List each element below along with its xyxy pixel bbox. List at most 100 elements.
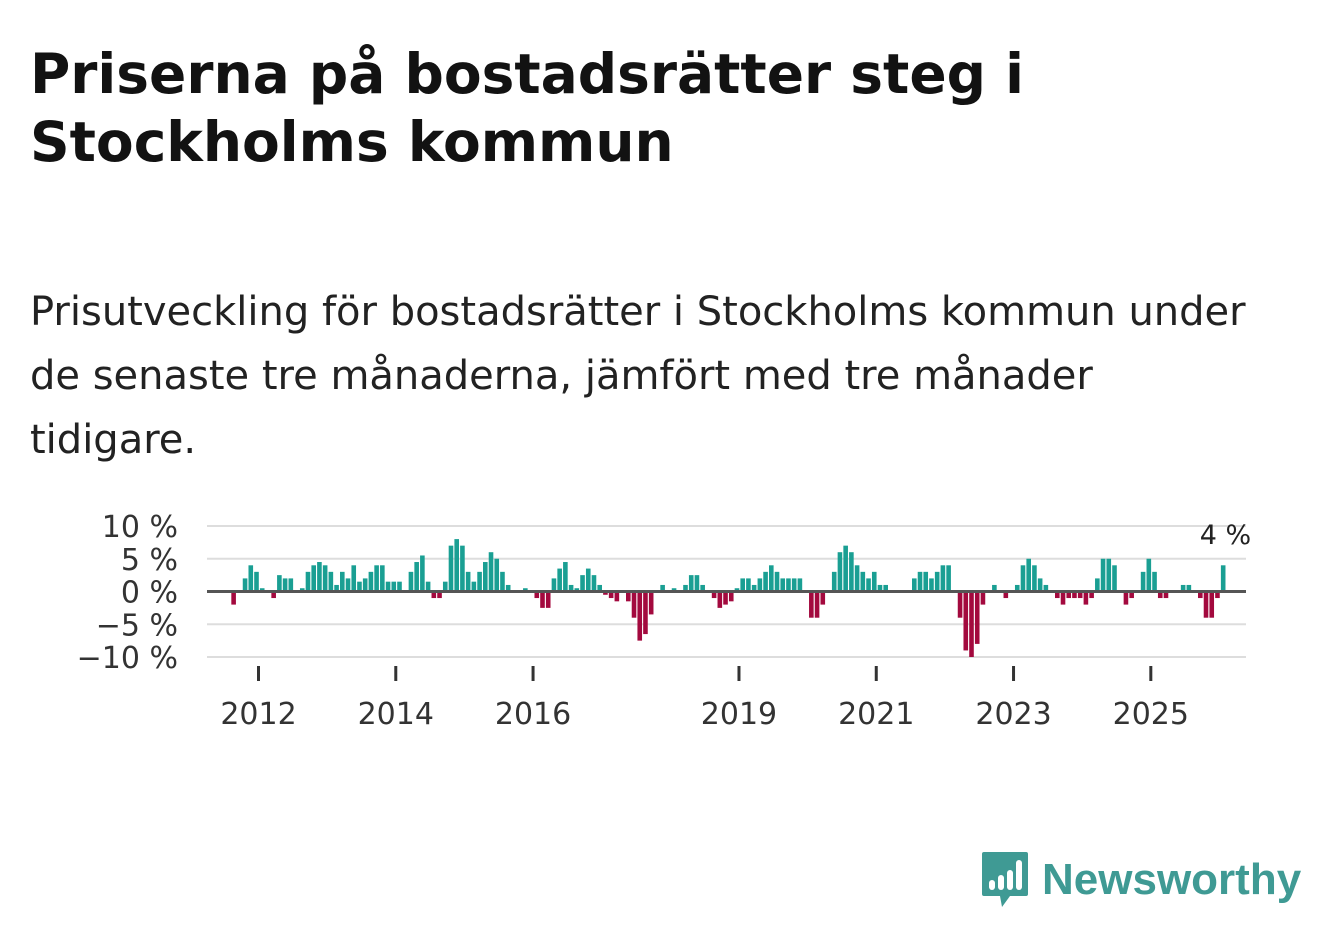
newsworthy-logo-icon [982,852,1028,907]
bar [523,588,528,592]
bar [734,588,740,592]
grid-lines [207,525,1246,658]
annotations: 4 % [1200,520,1251,551]
bar [460,545,465,592]
bar [1072,591,1077,599]
last-value-label: 4 % [1200,520,1251,551]
bar [1003,591,1009,599]
bar [334,584,339,592]
bar [1077,591,1083,599]
bar [1198,591,1203,599]
bar [791,578,797,592]
bar [505,584,511,592]
bar [494,558,500,592]
chart-subtitle: Prisutveckling för bostadsrätter i Stock… [30,289,1246,463]
bar [866,578,871,592]
bar [683,584,688,592]
bar [757,578,763,592]
bar [534,591,540,599]
bar [1043,584,1049,592]
bar [437,591,442,599]
bar [574,588,580,592]
bar [648,591,654,615]
bar [1157,591,1163,599]
bar [923,571,929,592]
bar [477,571,482,592]
bar [254,571,259,592]
bar [551,578,557,592]
bar [631,591,637,618]
bar [540,591,545,608]
bar [871,571,877,592]
bar [471,581,477,592]
bar [357,581,362,592]
bar [728,591,734,602]
bar [391,581,397,592]
bar [637,591,643,641]
bar [277,575,282,592]
bar [1095,578,1100,592]
bar [345,578,351,592]
bar [974,591,980,644]
bar [751,584,757,592]
bar [831,571,837,592]
bar [763,571,768,592]
x-tick-label: 2023 [975,697,1051,732]
bar [545,591,551,608]
chart-title: Priserna på bostadsrätter steg i Stockho… [30,42,1025,174]
bar [1100,558,1106,592]
bar [414,562,419,592]
bar [1140,571,1146,592]
bar [917,571,923,592]
bar [483,562,488,592]
bar [385,581,391,592]
x-tick-label: 2019 [701,697,777,732]
bar [1014,584,1020,592]
bar [1146,558,1152,592]
bar [597,584,602,592]
bar [465,571,471,592]
x-tick-label: 2025 [1113,697,1189,732]
bar [288,578,294,592]
bar [1112,565,1117,592]
x-tick-label: 2012 [220,697,296,732]
bar [746,578,751,592]
bar [299,588,305,592]
bar [271,591,276,599]
bar [849,552,854,592]
bar [368,571,374,592]
bar [557,568,562,592]
bar [774,571,780,592]
x-tick-label: 2014 [358,697,434,732]
bar [328,571,334,592]
bar [643,591,648,635]
bar [500,571,505,592]
bar [1083,591,1089,605]
bar [1129,591,1134,599]
bar [786,578,791,592]
bar [957,591,963,618]
bar [603,591,608,595]
y-tick-label: −5 % [96,608,178,643]
bar [1186,584,1192,592]
bar [420,555,425,592]
bar [843,545,848,592]
bar [488,552,494,592]
bar [448,545,454,592]
bar-chart: 10 %5 %0 %−5 %−10 % 2012 2014 2016 2019 2021… [77,510,1252,732]
bar [1026,558,1031,592]
bar [912,578,917,592]
bar [688,575,694,592]
bar [1106,558,1112,592]
bar [626,591,631,602]
bar [454,539,459,592]
bar [1055,591,1060,599]
bar [408,571,414,592]
y-tick-label: −10 % [77,641,178,676]
bar [711,591,717,599]
bar [1203,591,1209,618]
bar [580,575,585,592]
bar [614,591,620,602]
bar [442,581,448,592]
bar [1089,591,1094,599]
